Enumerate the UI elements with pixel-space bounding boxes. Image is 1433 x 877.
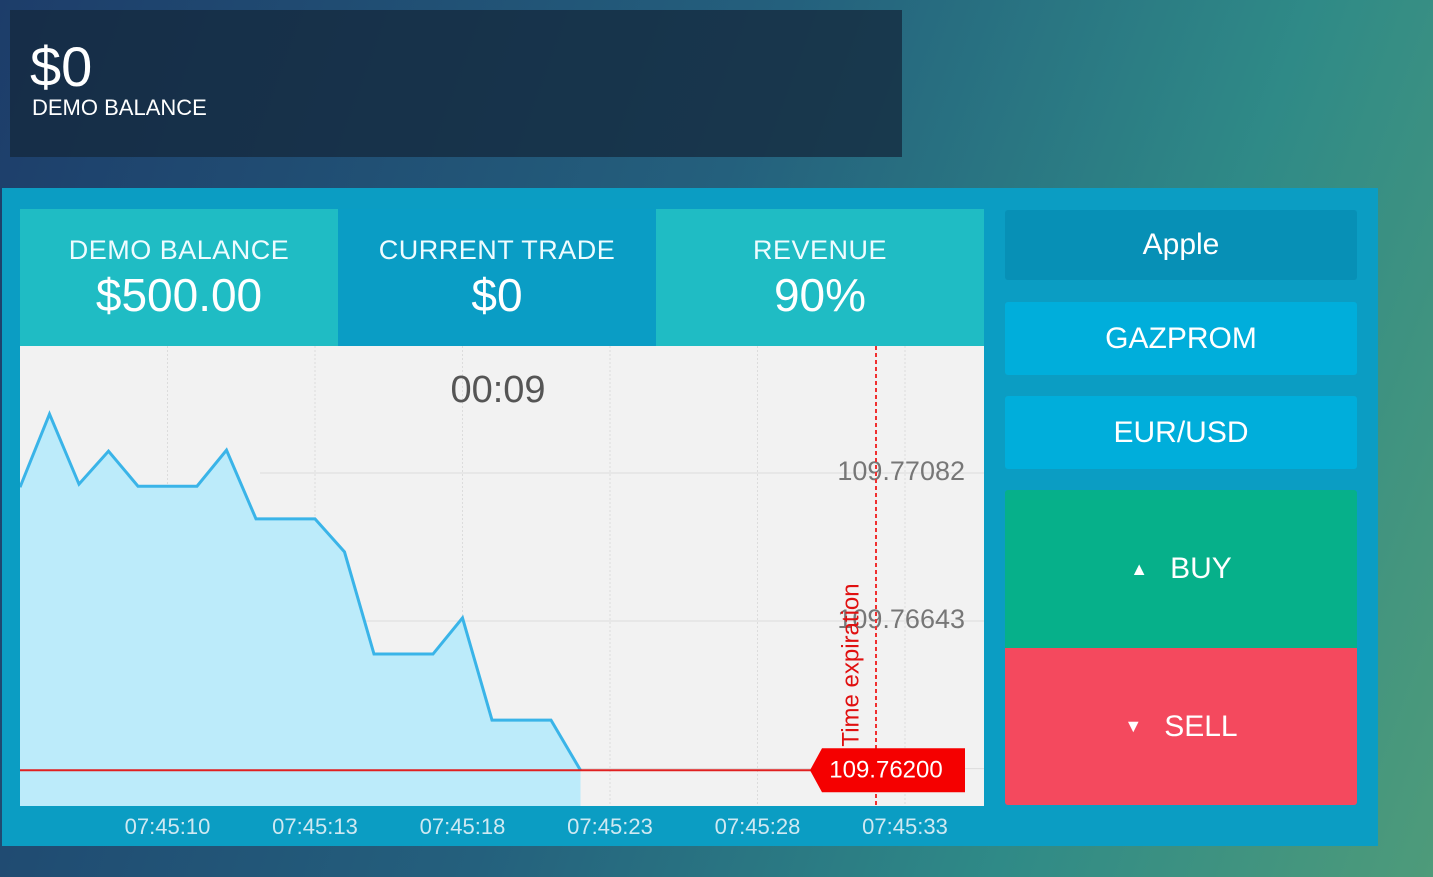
stat-label: CURRENT TRADE [378, 235, 616, 265]
asset-button[interactable]: GAZPROM [1005, 302, 1357, 375]
stat-value: 90% [773, 269, 867, 321]
y-tick-label: 109.76643 [837, 604, 965, 634]
stat-label: DEMO BALANCE [68, 235, 290, 265]
buy-button[interactable]: ▲ BUY [1005, 490, 1357, 648]
x-tick-label: 07:45:10 [125, 814, 211, 839]
line [20, 410, 582, 772]
x-tick-label: 07:45:28 [715, 814, 801, 839]
chart: 07:45:10 07:45:13 07:45:18 07:45:23 07:45:28… [20, 346, 984, 839]
y-tick-label: 109.77082 [837, 456, 965, 486]
header-balance: $0 [30, 35, 93, 98]
x-tick-label: 07:45:23 [567, 814, 653, 839]
x-tick-label: 07:45:13 [272, 814, 358, 839]
price-box [810, 748, 965, 793]
asset-button[interactable]: Apple [1005, 210, 1357, 280]
header-panel: $0 DEMO BALANCE [10, 10, 902, 157]
sell-label: SELL [1164, 709, 1238, 743]
asset-button[interactable]: EUR/USD [1005, 396, 1357, 469]
timer: 00:09 [450, 369, 545, 411]
sell-button[interactable]: ▼ SELL [1005, 648, 1357, 805]
x-tick-label: 07:45:18 [420, 814, 506, 839]
down-arrow: ▼ [1124, 716, 1143, 736]
stat-box: DEMO BALANCE $500.00 [20, 209, 338, 346]
stat-value: $500.00 [95, 269, 263, 321]
x-tick-label: 07:45:33 [862, 814, 948, 839]
expiration-label: Time expiration [837, 583, 864, 746]
stat-value: $0 [471, 269, 523, 321]
stat-box: CURRENT TRADE $0 [338, 209, 656, 346]
stat-label: REVENUE [752, 235, 888, 265]
buy-label: BUY [1170, 552, 1232, 585]
up-arrow: ▲ [1130, 558, 1149, 579]
area [20, 414, 581, 806]
stat-box: REVENUE 90% [656, 209, 984, 346]
price-label: 109.76200 [829, 757, 942, 784]
header-label: DEMO BALANCE [32, 95, 207, 120]
